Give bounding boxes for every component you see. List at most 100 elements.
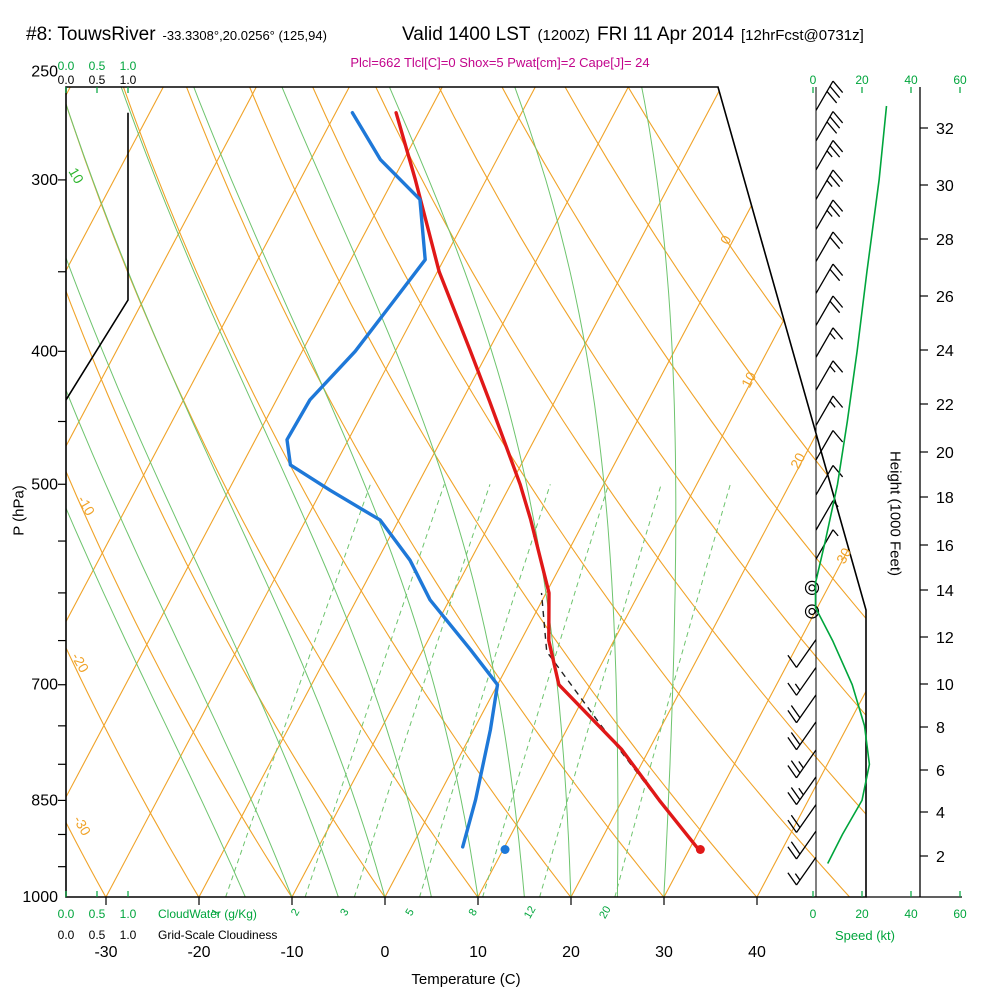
valid-z-time: (1200Z) [537, 27, 591, 44]
height-tick-label: 6 [936, 763, 945, 780]
gridscale-scale-label: 0.5 [89, 73, 106, 87]
valid-time-header: Valid 1400 LST (1200Z) FRI 11 Apr 2014 [… [402, 24, 864, 46]
moist-adiabat-grid [66, 87, 677, 897]
speed-scale: 0 0 20 20 40 40 60 60 [810, 73, 967, 921]
cloudwater-scale-label: 0.0 [58, 59, 75, 73]
gridscale-scale-label: 0.5 [89, 928, 106, 942]
height-tick-label: 26 [936, 289, 954, 306]
pressure-tick-label: 700 [31, 677, 58, 694]
speed-tick-label: 20 [855, 907, 869, 921]
grid-edge-label: 0 [717, 232, 735, 247]
cloudiness-profile [65, 112, 129, 401]
calm-wind-circle [804, 580, 820, 596]
height-tick-label: 20 [936, 445, 954, 462]
height-tick-label: 4 [936, 805, 945, 822]
temperature-tick-label: 40 [748, 944, 766, 961]
temperature-axis-title: Temperature (C) [411, 971, 521, 988]
height-tick-label: 2 [936, 849, 945, 866]
pressure-axis-title: P (hPa) [10, 485, 28, 536]
height-tick-label: 8 [936, 720, 945, 737]
valid-date: FRI 11 Apr 2014 [597, 24, 734, 45]
cloudwater-scale-label: 0.5 [89, 59, 106, 73]
temperature-axis: -30 -20 -10 0 10 20 30 40 [94, 897, 766, 961]
mixing-ratio-label: 12 [522, 904, 539, 921]
height-tick-label: 32 [936, 121, 954, 138]
forecast-tag: [12hrFcst@0731z] [741, 27, 864, 44]
station-name: #8: TouwsRiver [26, 24, 156, 45]
temperature-tick-label: 10 [469, 944, 487, 961]
grid-edge-labels: 10 -10 -20 -30 0 10 20 30 [66, 165, 855, 839]
grid-edge-label: 30 [833, 545, 855, 566]
parcel-path-curve [540, 592, 701, 852]
pressure-tick-label: 500 [31, 476, 58, 493]
height-axis-title: Height (1000 Feet) [886, 450, 904, 577]
skewt-border [65, 86, 867, 898]
pressure-tick-label: 400 [31, 343, 58, 360]
dry-adiabat-grid [66, 87, 866, 897]
calm-wind-circle [808, 584, 816, 592]
temperature-tick-label: -30 [94, 944, 117, 961]
cloudwater-scale-label: 0.5 [89, 907, 106, 921]
gridscale-scale-label: 0.0 [58, 928, 75, 942]
pressure-axis: 250 300 400 500 700 850 1000 [22, 63, 66, 906]
speed-tick-label: 40 [904, 907, 918, 921]
pressure-tick-label: 300 [31, 172, 58, 189]
gridscale-cloudiness-curve [65, 112, 129, 401]
mixing-ratio-label: 1 [209, 907, 222, 918]
temperature-tick-label: 0 [381, 944, 390, 961]
grid-edge-label: -20 [68, 650, 92, 676]
valid-time: Valid 1400 LST [402, 24, 531, 45]
cloudwater-legend: CloudWater (g/Kg) [158, 907, 257, 921]
gridscale-scale-label: 1.0 [120, 73, 137, 87]
mixing-ratio-grid [225, 484, 731, 897]
station-header: #8: TouwsRiver -33.3308°,20.0256° (125,9… [26, 24, 327, 46]
wind-barbs [787, 80, 844, 886]
speed-tick-label: 0 [810, 907, 817, 921]
mixing-ratio-label: 2 [289, 907, 302, 918]
height-tick-label: 18 [936, 490, 954, 507]
mixing-ratio-label: 8 [467, 907, 480, 918]
height-tick-label: 14 [936, 583, 954, 600]
mixing-ratio-labels: 1 2 3 5 8 12 20 [209, 904, 613, 921]
pressure-tick-label: 850 [31, 792, 58, 809]
surface-temperature-dot [695, 845, 705, 855]
speed-tick-label: 20 [855, 73, 869, 87]
gridscale-cloudiness-legend: Grid-Scale Cloudiness [158, 928, 278, 942]
height-tick-label: 30 [936, 178, 954, 195]
cloudwater-scale-label: 0.0 [58, 907, 75, 921]
station-coords: -33.3308°,20.0256° (125,94) [162, 28, 327, 43]
cloudwater-scale-label: 1.0 [120, 59, 137, 73]
height-tick-label: 28 [936, 232, 954, 249]
height-tick-label: 24 [936, 343, 954, 360]
pressure-tick-label: 1000 [22, 889, 58, 906]
speed-tick-label: 0 [810, 73, 817, 87]
isotherm-grid [66, 87, 866, 897]
height-tick-label: 10 [936, 677, 954, 694]
temperature-tick-label: 20 [562, 944, 580, 961]
mixing-ratio-label: 3 [338, 907, 351, 918]
temperature-tick-label: 30 [655, 944, 673, 961]
speed-tick-label: 40 [904, 73, 918, 87]
grid-edge-label: 10 [66, 165, 88, 187]
grid-edge-label: -30 [70, 813, 94, 839]
speed-profile [814, 105, 888, 864]
mixing-ratio-label: 5 [403, 907, 416, 918]
height-tick-label: 16 [936, 538, 954, 555]
cloudwater-scale-label: 1.0 [120, 907, 137, 921]
speed-axis-title: Speed (kt) [835, 928, 895, 943]
temperature-tick-label: -20 [187, 944, 210, 961]
gridscale-scale-label: 1.0 [120, 928, 137, 942]
surface-dewpoint-dot [500, 845, 510, 855]
height-tick-label: 22 [936, 397, 954, 414]
plot-frame [65, 86, 962, 898]
calm-wind-circle [808, 607, 816, 616]
height-tick-label: 12 [936, 630, 954, 647]
grid-edge-label: 10 [738, 369, 760, 390]
sounding-parameters: Plcl=662 Tlcl[C]=0 Shox=5 Pwat[cm]=2 Cap… [350, 55, 650, 70]
temperature-curve [394, 111, 702, 853]
height-axis: 32 30 28 26 24 22 20 18 16 14 12 10 8 6 4 2 [920, 121, 954, 866]
mixing-ratio-label: 20 [597, 904, 614, 921]
speed-tick-label: 60 [953, 907, 967, 921]
